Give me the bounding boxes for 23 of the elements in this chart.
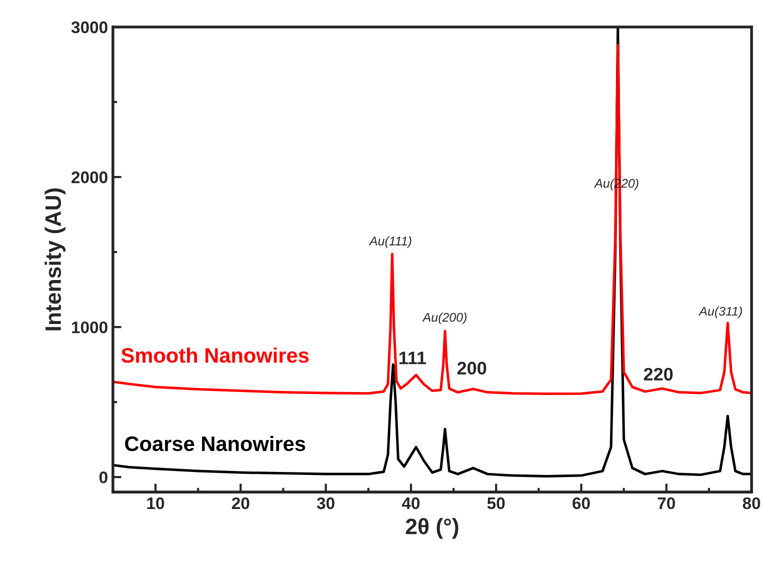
line-series	[112, 44, 752, 396]
x-tick-label: 30	[316, 497, 334, 510]
series-label: Coarse Nanowires	[125, 436, 306, 452]
annotation: Au(200)	[422, 312, 467, 324]
x-tick-label: 50	[487, 497, 505, 510]
x-tick-label: 60	[572, 497, 590, 510]
y-tick-label: 2000	[72, 171, 108, 184]
y-tick-label: 3000	[71, 21, 108, 34]
annotation: 200	[457, 362, 486, 375]
y-axis-title: Intensity (AU)	[44, 188, 66, 330]
x-axis-title: 2θ (°)	[406, 518, 458, 539]
y-tick-label: 0	[99, 471, 108, 484]
annotation: Au(111)	[368, 236, 412, 248]
x-tick-label: 80	[742, 497, 760, 510]
series-label: Smooth Nanowires	[121, 347, 309, 363]
annotation: 111	[400, 352, 426, 364]
annotation: Au(311)	[698, 306, 742, 318]
x-tick-label: 10	[147, 497, 164, 510]
y-tick-label: 1000	[72, 321, 108, 334]
x-tick-label: 70	[658, 497, 675, 510]
annotation: 220	[644, 368, 673, 381]
x-tick-label: 40	[402, 497, 420, 510]
x-tick-label: 20	[232, 497, 250, 510]
